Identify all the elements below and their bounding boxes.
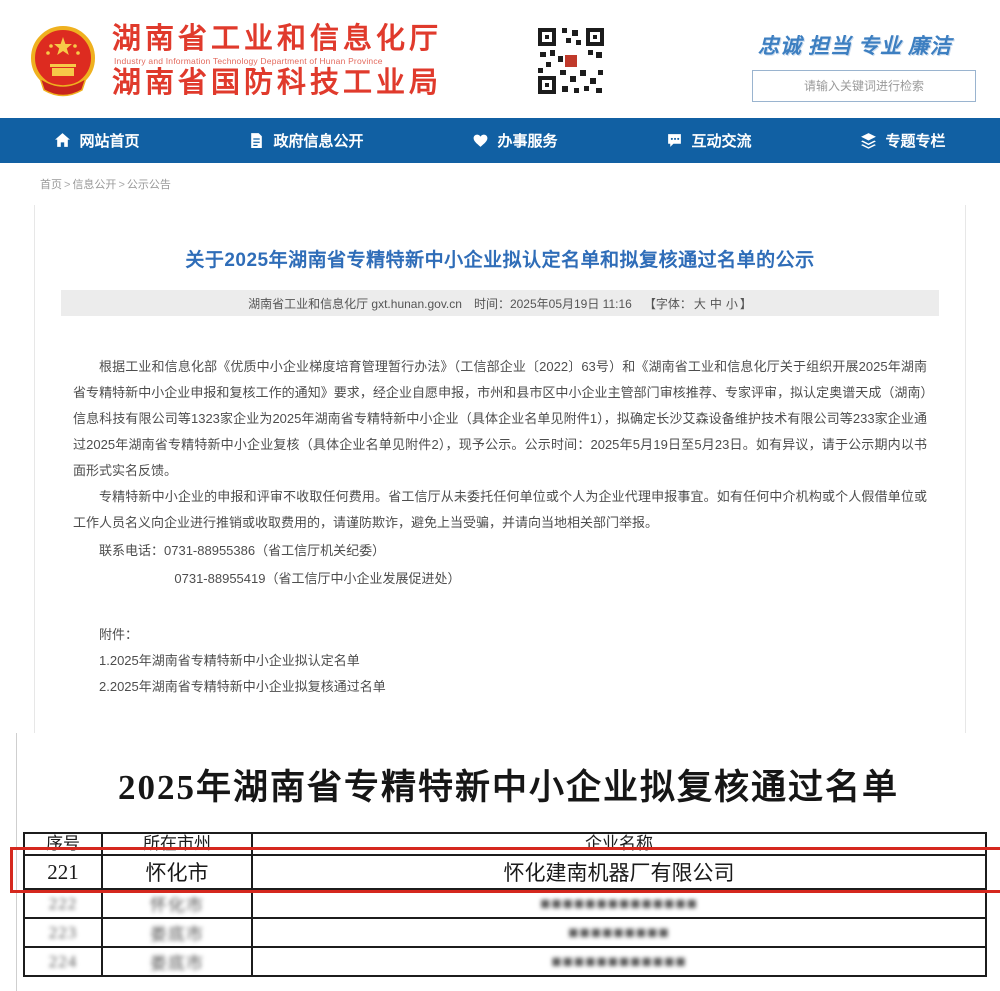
cell-company-redacted: ■■■■■■■■■■■■■■ <box>251 888 987 919</box>
search-input[interactable] <box>753 71 975 101</box>
table-row: 223 娄底市 ■■■■■■■■■ <box>23 917 987 948</box>
qr-code <box>536 26 606 96</box>
national-emblem-icon <box>31 26 95 97</box>
article-meta-bar: 湖南省工业和信息化厅 gxt.hunan.gov.cn 时间：2025年05月1… <box>61 290 939 316</box>
search-box <box>752 70 976 102</box>
nav-label: 网站首页 <box>79 133 140 150</box>
cell-city: 娄底市 <box>101 946 253 977</box>
breadcrumb-home[interactable]: 首页 <box>40 179 62 191</box>
font-control-prefix: 【字体： <box>643 296 692 311</box>
nav-label: 办事服务 <box>497 133 558 150</box>
breadcrumb-separator: > <box>64 179 71 191</box>
nav-label: 政府信息公开 <box>273 133 364 150</box>
col-header-no: 序号 <box>23 832 103 856</box>
nav-label: 专题专栏 <box>885 133 946 150</box>
attachment-link-1[interactable]: 1.2025年湖南省专精特新中小企业拟认定名单 <box>99 653 360 668</box>
col-header-city: 所在市州 <box>101 832 253 856</box>
contact-phone-line2: 0731-88955419（省工信厅中小企业发展促进处） <box>174 571 461 586</box>
table-header-row: 序号 所在市州 企业名称 <box>23 832 987 856</box>
cell-company-redacted: ■■■■■■■■■■■■ <box>251 946 987 977</box>
slogan: 忠诚 担当 专业 廉洁 <box>752 30 982 60</box>
nav-item-special-topics[interactable]: 专题专栏 <box>860 130 946 151</box>
doc-table-wrap: 序号 所在市州 企业名称 221 怀化市 怀化建南机器厂有限公司 222 怀化市… <box>10 832 1000 977</box>
font-control-suffix: 】 <box>739 296 752 311</box>
site-logo: 湖南省工业和信息化厅 Industry and Information Tech… <box>26 24 442 99</box>
document-icon <box>251 133 263 148</box>
cell-no: 221 <box>23 854 103 890</box>
nav-item-interaction[interactable]: 互动交流 <box>666 130 752 151</box>
header-right: 忠诚 担当 专业 廉洁 <box>752 30 982 102</box>
cell-company: 怀化建南机器厂有限公司 <box>251 854 987 890</box>
article-paragraph: 专精特新中小企业的申报和评审不收取任何费用。省工信厅从未委托任何单位或个人为企业… <box>73 489 927 530</box>
breadcrumb-notice[interactable]: 公示公告 <box>126 179 171 191</box>
chat-icon <box>668 134 682 147</box>
article-title: 关于2025年湖南省专精特新中小企业拟认定名单和拟复核通过名单的公示 <box>185 250 815 271</box>
breadcrumb-info[interactable]: 信息公开 <box>72 179 117 191</box>
cell-city: 怀化市 <box>101 888 253 919</box>
cell-company-redacted: ■■■■■■■■■ <box>251 917 987 948</box>
font-size-control: 【字体：大中小】 <box>644 295 752 312</box>
nav-item-home[interactable]: 网站首页 <box>54 130 140 151</box>
breadcrumb-strip: 首页 > 信息公开 > 公示公告 <box>0 163 1000 205</box>
article-card: 关于2025年湖南省专精特新中小企业拟认定名单和拟复核通过名单的公示 湖南省工业… <box>34 205 966 733</box>
font-size-medium-button[interactable]: 中 <box>709 296 722 311</box>
table-row-highlighted: 221 怀化市 怀化建南机器厂有限公司 <box>23 854 987 890</box>
table-row: 224 娄底市 ■■■■■■■■■■■■ <box>23 946 987 977</box>
nav-label: 互动交流 <box>691 133 752 150</box>
cell-city: 怀化市 <box>101 854 253 890</box>
org-name-line2: 湖南省国防科技工业局 <box>112 67 443 100</box>
font-size-small-button[interactable]: 小 <box>725 296 738 311</box>
cell-no: 222 <box>23 888 103 919</box>
col-header-company: 企业名称 <box>251 832 987 856</box>
article-paragraph: 根据工业和信息化部《优质中小企业梯度培育管理暂行办法》（工信部企业〔2022〕6… <box>73 359 927 478</box>
table-row: 222 怀化市 ■■■■■■■■■■■■■■ <box>23 888 987 919</box>
nav-item-services[interactable]: 办事服务 <box>472 130 558 151</box>
article-source: 湖南省工业和信息化厅 gxt.hunan.gov.cn <box>248 296 462 311</box>
attachment-link-2[interactable]: 2.2025年湖南省专精特新中小企业拟复核通过名单 <box>99 679 386 694</box>
site-header: 湖南省工业和信息化厅 Industry and Information Tech… <box>0 0 1000 118</box>
cell-no: 224 <box>23 946 103 977</box>
cell-no: 223 <box>23 917 103 948</box>
org-names: 湖南省工业和信息化厅 Industry and Information Tech… <box>112 24 442 99</box>
slogan-word: 忠诚 <box>758 35 802 58</box>
main-nav: 网站首页 政府信息公开 办事服务 互动交流 专题专栏 <box>0 118 1000 163</box>
org-name-english: Industry and Information Technology Depa… <box>114 56 383 67</box>
service-heart-icon <box>474 134 488 147</box>
contact-phone-line1: 联系电话：0731-88955386（省工信厅机关纪委） <box>99 543 386 558</box>
article-time: 时间：2025年05月19日 11:16 <box>473 296 632 311</box>
slogan-word: 廉洁 <box>908 35 952 58</box>
cell-city: 娄底市 <box>101 917 253 948</box>
attachment-document-view: 2025年湖南省专精特新中小企业拟复核通过名单 序号 所在市州 企业名称 221… <box>10 733 1000 991</box>
breadcrumb: 首页 > 信息公开 > 公示公告 <box>40 176 171 192</box>
breadcrumb-separator: > <box>118 179 125 191</box>
layers-icon <box>861 133 877 149</box>
org-name-line1: 湖南省工业和信息化厅 <box>112 23 443 55</box>
doc-table-title: 2025年湖南省专精特新中小企业拟复核通过名单 <box>117 768 899 807</box>
slogan-word: 担当 <box>808 35 852 58</box>
article-body: 根据工业和信息化部《优质中小企业梯度培育管理暂行办法》（工信部企业〔2022〕6… <box>61 354 939 733</box>
nav-item-gov-info[interactable]: 政府信息公开 <box>248 130 364 151</box>
home-icon <box>55 133 71 147</box>
font-size-large-button[interactable]: 大 <box>693 296 706 311</box>
company-list-table: 序号 所在市州 企业名称 221 怀化市 怀化建南机器厂有限公司 222 怀化市… <box>23 832 987 977</box>
attachments-label: 附件： <box>99 627 139 642</box>
slogan-word: 专业 <box>858 35 902 58</box>
